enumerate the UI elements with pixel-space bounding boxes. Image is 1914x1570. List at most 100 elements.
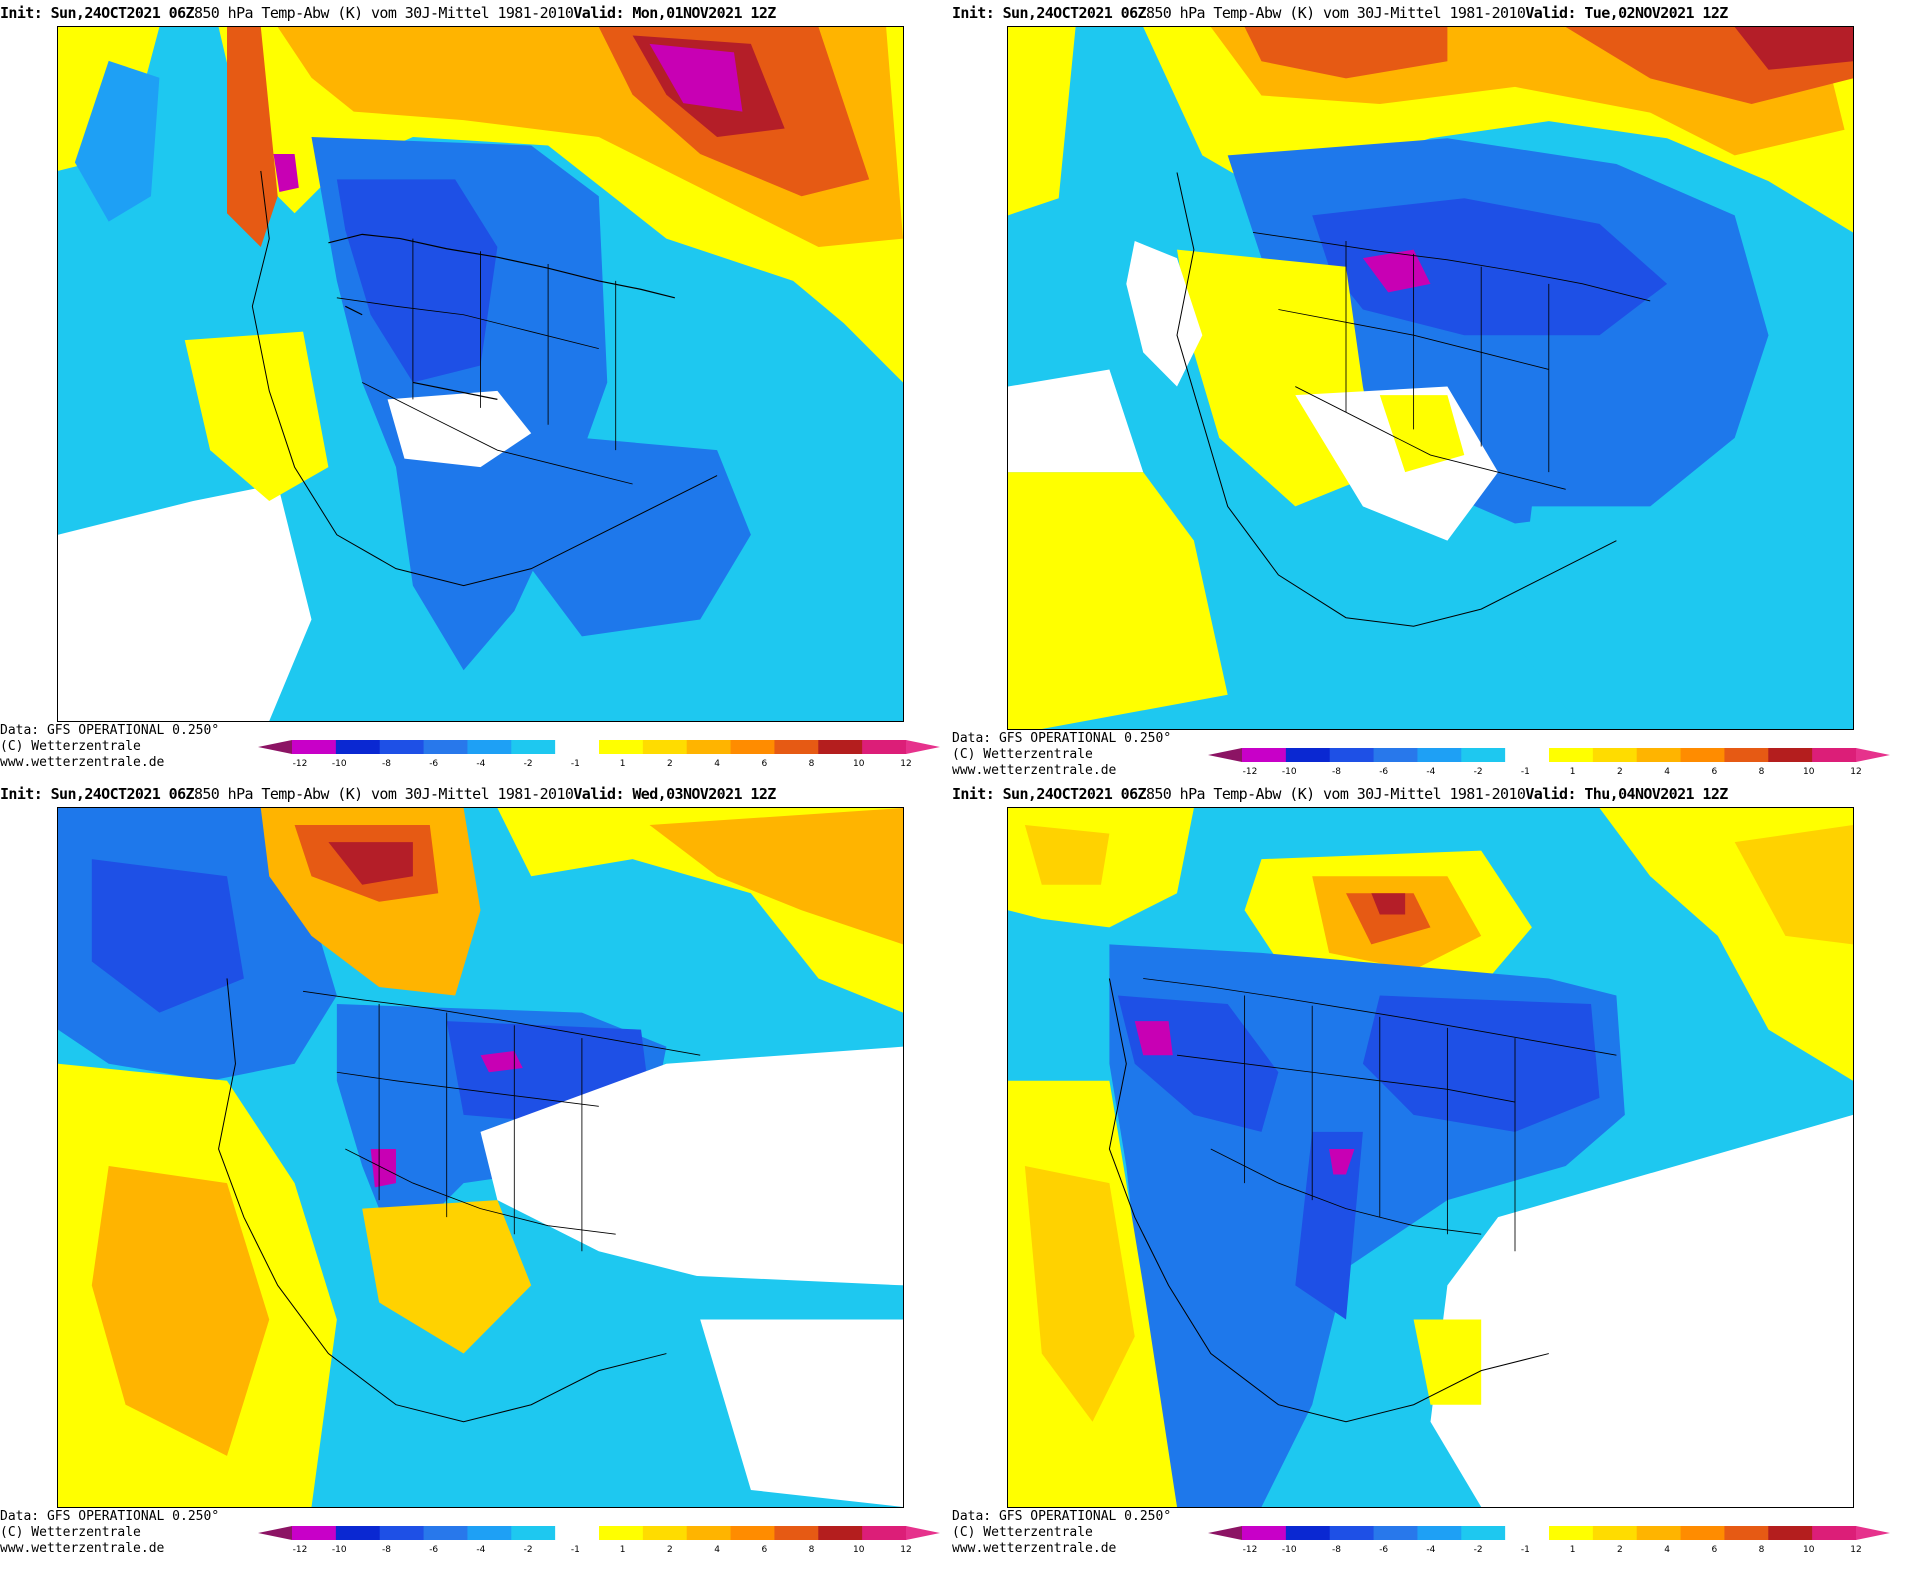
legend-tick-label: -4 — [476, 1545, 485, 1555]
legend-tick-label: 12 — [1850, 1545, 1861, 1555]
legend-color-swatch — [1242, 748, 1287, 762]
valid-label: Valid: — [1525, 4, 1576, 22]
copyright-line: (C) Wetterzentrale — [952, 747, 1093, 762]
valid-hour: 12Z — [750, 785, 776, 803]
legend-color-swatch — [1285, 748, 1331, 762]
map-panel-2: Init: Sun,24OCT2021 06Z850 hPa Temp-Abw … — [952, 0, 1897, 777]
data-source-line: Data: GFS OPERATIONAL 0.250° — [952, 1509, 1172, 1524]
variable-title: 850 hPa Temp-Abw (K) vom 30J-Mittel 1981… — [193, 785, 574, 803]
legend-tick-label: -2 — [524, 759, 533, 769]
legend-color-swatch — [1461, 748, 1506, 762]
legend-color-swatch — [292, 1526, 337, 1540]
legend-color-swatch — [1505, 1526, 1550, 1540]
init-date: Sun,24OCT2021 — [1002, 785, 1113, 803]
legend-tick-label: 6 — [761, 1545, 767, 1555]
legend-color-swatch — [467, 740, 512, 754]
legend-color-swatch — [774, 740, 819, 754]
legend-color-swatch — [423, 1526, 468, 1540]
legend-tick-label: 10 — [1803, 767, 1815, 777]
color-legend: -12 -10 -8 -6 -4 -2 -1 1 2 4 6 8 10 12 — [258, 738, 940, 772]
valid-hour: 12Z — [1702, 4, 1728, 22]
legend-color-swatch — [511, 1526, 556, 1540]
legend-color-swatch — [1636, 1526, 1682, 1540]
legend-tick-label: -4 — [1426, 767, 1435, 777]
variable-title: 850 hPa Temp-Abw (K) vom 30J-Mittel 1981… — [1145, 785, 1526, 803]
legend-tick-label: -8 — [382, 1545, 391, 1555]
copyright-line: (C) Wetterzentrale — [952, 1525, 1093, 1540]
legend-color-swatch — [1373, 1526, 1418, 1540]
legend-tick-label: -10 — [1282, 767, 1297, 777]
legend-tick-label: -12 — [1243, 767, 1258, 777]
legend-color-swatch — [818, 1526, 863, 1540]
init-hour: 06Z — [1120, 4, 1147, 22]
legend-tick-label: 10 — [853, 759, 865, 769]
data-source-line: Data: GFS OPERATIONAL 0.250° — [0, 1509, 220, 1524]
legend-color-swatch — [1285, 1526, 1331, 1540]
legend-tick-label: 6 — [1711, 767, 1717, 777]
legend-tick-label: -6 — [1379, 1545, 1388, 1555]
legend-color-swatch — [1680, 748, 1725, 762]
data-credits: Data: GFS OPERATIONAL 0.250° (C) Wetterz… — [0, 723, 219, 771]
init-hour: 06Z — [168, 4, 195, 22]
temperature-anomaly-map — [57, 807, 904, 1508]
legend-low-arrow — [1208, 1526, 1242, 1540]
legend-tick-label: -8 — [1332, 1545, 1341, 1555]
legend-tick-label: -10 — [332, 1545, 347, 1555]
legend-color-swatch — [1417, 748, 1462, 762]
legend-color-swatch — [1549, 1526, 1594, 1540]
legend-tick-label: -12 — [1243, 1545, 1258, 1555]
legend-color-swatch — [1329, 748, 1375, 762]
legend-tick-label: 1 — [1570, 1545, 1576, 1555]
legend-color-swatch — [379, 740, 425, 754]
legend-tick-label: -2 — [524, 1545, 533, 1555]
map-field — [1008, 27, 1853, 729]
copyright-line: (C) Wetterzentrale — [0, 1525, 141, 1540]
legend-color-swatch — [599, 740, 644, 754]
map-panel-4: Init: Sun,24OCT2021 06Z850 hPa Temp-Abw … — [952, 781, 1897, 1558]
legend-tick-label: -2 — [1474, 1545, 1483, 1555]
legend-color-swatch — [1592, 748, 1638, 762]
legend-tick-label: 10 — [1803, 1545, 1815, 1555]
legend-tick-label: -1 — [1521, 1545, 1530, 1555]
legend-color-swatch — [599, 1526, 644, 1540]
legend-tick-label: -1 — [571, 1545, 580, 1555]
legend-color-swatch — [1680, 1526, 1725, 1540]
legend-high-arrow — [906, 740, 940, 754]
valid-hour: 12Z — [1702, 785, 1728, 803]
legend-color-swatch — [335, 740, 381, 754]
map-field — [1008, 808, 1853, 1507]
website-link[interactable]: www.wetterzentrale.de — [0, 1541, 165, 1556]
legend-tick-label: -1 — [571, 759, 580, 769]
website-link[interactable]: www.wetterzentrale.de — [952, 1541, 1117, 1556]
legend-color-swatch — [686, 740, 732, 754]
legend-tick-label: -12 — [293, 759, 308, 769]
legend-tick-label: 2 — [667, 1545, 673, 1555]
data-credits: Data: GFS OPERATIONAL 0.250° (C) Wetterz… — [952, 731, 1171, 777]
website-link[interactable]: www.wetterzentrale.de — [952, 763, 1117, 777]
legend-low-arrow — [258, 740, 292, 754]
variable-title: 850 hPa Temp-Abw (K) vom 30J-Mittel 1981… — [1145, 4, 1526, 22]
color-legend: -12 -10 -8 -6 -4 -2 -1 1 2 4 6 8 10 12 — [1208, 746, 1890, 777]
legend-color-swatch — [1461, 1526, 1506, 1540]
legend-tick-label: 1 — [620, 1545, 626, 1555]
website-link[interactable]: www.wetterzentrale.de — [0, 755, 165, 770]
legend-color-swatch — [379, 1526, 425, 1540]
legend-color-swatch — [1329, 1526, 1375, 1540]
legend-color-swatch — [1812, 748, 1857, 762]
legend-color-swatch — [642, 740, 688, 754]
legend-high-arrow — [1856, 748, 1890, 762]
legend-low-arrow — [1208, 748, 1242, 762]
legend-color-swatch — [774, 1526, 819, 1540]
legend-tick-label: -4 — [476, 759, 485, 769]
legend-tick-label: -2 — [1474, 767, 1483, 777]
legend-color-swatch — [423, 740, 468, 754]
legend-tick-label: -6 — [429, 759, 438, 769]
legend-tick-label: 1 — [1570, 767, 1576, 777]
legend-color-swatch — [1592, 1526, 1638, 1540]
legend-tick-label: 1 — [620, 759, 626, 769]
color-legend: -12 -10 -8 -6 -4 -2 -1 1 2 4 6 8 10 12 — [258, 1524, 940, 1558]
legend-tick-label: -1 — [1521, 767, 1530, 777]
legend-tick-label: -8 — [1332, 767, 1341, 777]
legend-color-swatch — [555, 740, 600, 754]
legend-color-swatch — [642, 1526, 688, 1540]
